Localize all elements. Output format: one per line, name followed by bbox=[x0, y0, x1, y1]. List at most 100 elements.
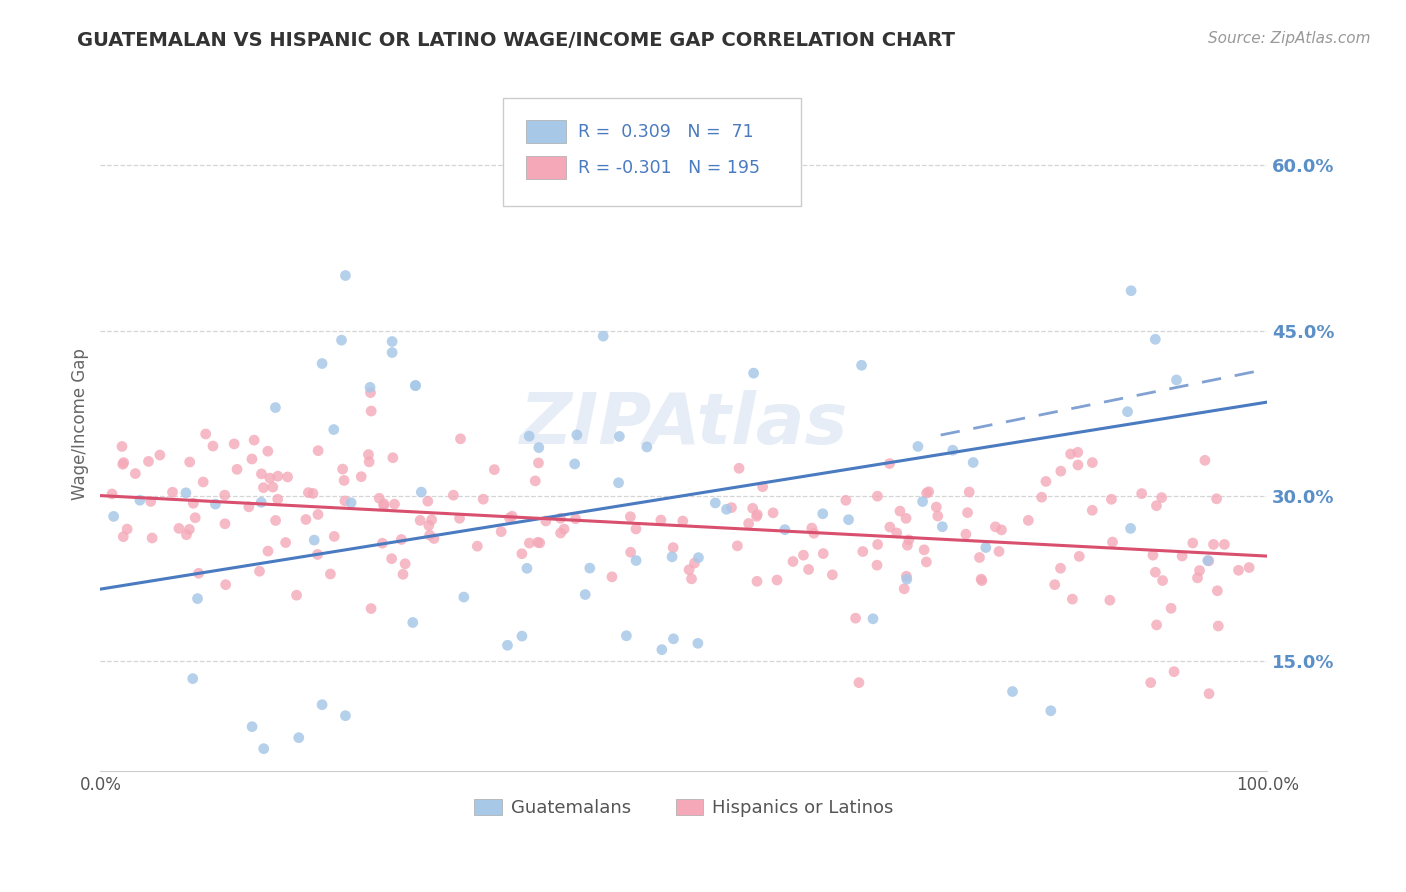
Point bbox=[600, 570, 623, 584]
Point bbox=[307, 443, 329, 458]
Point bbox=[1150, 491, 1173, 505]
Point bbox=[766, 573, 789, 587]
Point bbox=[510, 547, 533, 561]
Point bbox=[737, 516, 759, 531]
Point bbox=[501, 509, 523, 524]
Point bbox=[797, 562, 820, 576]
Point bbox=[360, 385, 382, 400]
Point bbox=[322, 423, 344, 437]
Point bbox=[423, 805, 446, 819]
Point bbox=[373, 499, 395, 513]
Point bbox=[1130, 486, 1153, 500]
Point bbox=[974, 541, 997, 555]
Point bbox=[686, 636, 709, 650]
Point bbox=[215, 577, 238, 591]
Point bbox=[264, 513, 287, 527]
Point bbox=[745, 574, 768, 589]
Point bbox=[907, 440, 929, 454]
Point bbox=[866, 558, 889, 573]
Point bbox=[683, 556, 706, 570]
Point bbox=[307, 548, 329, 562]
Point bbox=[287, 731, 309, 745]
Point bbox=[574, 588, 596, 602]
Point bbox=[1144, 566, 1167, 580]
Point bbox=[662, 632, 685, 646]
Point bbox=[201, 439, 224, 453]
Legend: Guatemalans, Hispanics or Latinos: Guatemalans, Hispanics or Latinos bbox=[467, 791, 900, 824]
Point bbox=[411, 485, 433, 500]
Point bbox=[176, 527, 198, 541]
Point bbox=[381, 450, 404, 465]
Point bbox=[970, 574, 993, 588]
Point bbox=[111, 457, 134, 471]
Point bbox=[224, 437, 246, 451]
Point bbox=[193, 475, 215, 489]
Point bbox=[124, 467, 146, 481]
Point bbox=[240, 452, 263, 467]
Point bbox=[564, 457, 586, 471]
Point bbox=[852, 544, 875, 558]
Point bbox=[402, 615, 425, 630]
Point bbox=[747, 508, 769, 522]
Point bbox=[311, 698, 333, 712]
Point bbox=[240, 720, 263, 734]
Point bbox=[1188, 564, 1211, 578]
Point bbox=[256, 444, 278, 458]
Point bbox=[450, 432, 472, 446]
Point bbox=[762, 506, 785, 520]
Point bbox=[204, 497, 226, 511]
Point bbox=[1139, 675, 1161, 690]
Point bbox=[1099, 492, 1122, 507]
Point bbox=[792, 548, 814, 562]
Point bbox=[103, 509, 125, 524]
Point bbox=[1213, 537, 1236, 551]
Point bbox=[257, 544, 280, 558]
Point bbox=[527, 441, 550, 455]
Point bbox=[821, 567, 844, 582]
Point bbox=[912, 542, 935, 557]
Point bbox=[1049, 561, 1071, 575]
Point bbox=[441, 488, 464, 502]
Point bbox=[472, 492, 495, 507]
Point bbox=[803, 526, 825, 541]
Point bbox=[184, 510, 207, 524]
Point bbox=[620, 545, 643, 559]
Point bbox=[970, 572, 993, 586]
Point bbox=[420, 513, 443, 527]
Point bbox=[688, 550, 710, 565]
FancyBboxPatch shape bbox=[503, 98, 800, 206]
Point bbox=[238, 500, 260, 514]
Point bbox=[741, 501, 763, 516]
Point bbox=[214, 488, 236, 502]
Point bbox=[848, 675, 870, 690]
Point bbox=[496, 638, 519, 652]
Point bbox=[1067, 458, 1090, 472]
Point bbox=[1119, 284, 1142, 298]
Point bbox=[1197, 553, 1219, 567]
Point bbox=[1205, 491, 1227, 506]
Point bbox=[381, 334, 404, 349]
Point bbox=[179, 455, 201, 469]
Point bbox=[1116, 404, 1139, 418]
Point bbox=[988, 544, 1011, 558]
Point bbox=[409, 513, 432, 527]
Point bbox=[862, 612, 884, 626]
Point bbox=[553, 522, 575, 536]
Point bbox=[1171, 549, 1194, 563]
Point bbox=[529, 536, 551, 550]
Point bbox=[250, 467, 273, 481]
Point bbox=[186, 591, 208, 606]
Point bbox=[335, 708, 357, 723]
Point bbox=[1237, 560, 1260, 574]
Point bbox=[811, 507, 834, 521]
Point bbox=[1198, 554, 1220, 568]
Point bbox=[1039, 704, 1062, 718]
Point bbox=[1181, 536, 1204, 550]
Point bbox=[619, 509, 641, 524]
Point bbox=[167, 521, 190, 535]
Point bbox=[1081, 503, 1104, 517]
Point bbox=[1101, 535, 1123, 549]
Point bbox=[925, 500, 948, 514]
Point bbox=[893, 582, 915, 596]
Point bbox=[333, 494, 356, 508]
